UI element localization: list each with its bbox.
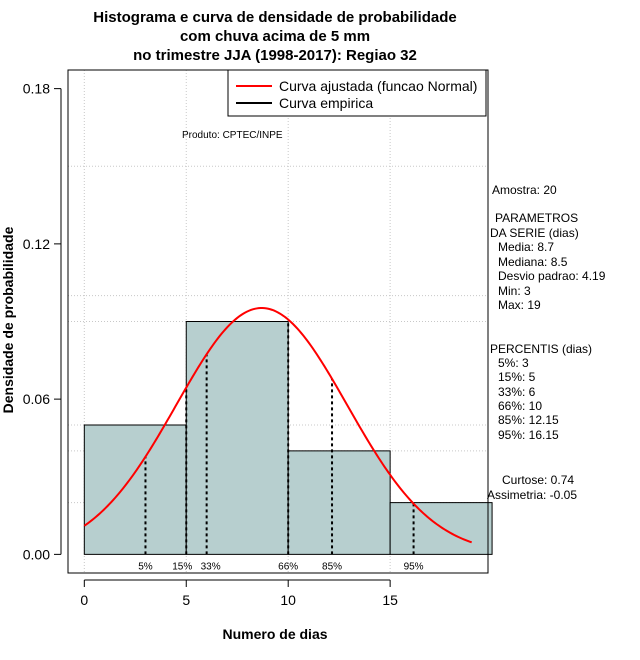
x-tick-label-0: 0 bbox=[80, 592, 88, 608]
percentile-95: 95%: 16.15 bbox=[498, 428, 559, 442]
percentile-lines: 5% 15% 33% 66% 85% 95% bbox=[138, 319, 424, 572]
percentile-label-2: 33% bbox=[201, 561, 221, 572]
param-media: Media: 8.7 bbox=[498, 240, 554, 254]
y-tick-label-1: 0.06 bbox=[23, 391, 50, 407]
param-max: Max: 19 bbox=[498, 298, 541, 312]
parameters-title-2: DA SERIE (dias) bbox=[490, 226, 579, 240]
legend: Curva ajustada (funcao Normal) Curva emp… bbox=[227, 69, 487, 117]
chart-title-line-2: com chuva acima de 5 mm bbox=[180, 28, 370, 45]
skewness: Assimetria: -0.05 bbox=[487, 488, 577, 502]
histogram-bar-2 bbox=[287, 450, 391, 555]
legend-box bbox=[227, 69, 487, 117]
percentile-label-0: 5% bbox=[138, 561, 153, 572]
histogram-bars bbox=[83, 321, 493, 555]
percentile-85: 85%: 12.15 bbox=[498, 413, 559, 427]
normal-curve bbox=[83, 307, 473, 544]
x-tick-label-2: 10 bbox=[280, 592, 296, 608]
percentile-5: 5%: 3 bbox=[498, 356, 529, 370]
legend-label-fitted: Curva ajustada (funcao Normal) bbox=[279, 78, 477, 94]
chart-title-line-1: Histograma e curva de densidade de proba… bbox=[93, 9, 456, 26]
percentile-label-1: 15% bbox=[172, 561, 192, 572]
sample-size: Amostra: 20 bbox=[492, 183, 557, 197]
percentile-label-4: 85% bbox=[322, 561, 342, 572]
x-tick-label-1: 5 bbox=[182, 592, 190, 608]
kurtosis: Curtose: 0.74 bbox=[502, 473, 574, 487]
chart-title-line-3: no trimestre JJA (1998-2017): Regiao 32 bbox=[133, 47, 417, 64]
percentile-label-5: 95% bbox=[404, 561, 424, 572]
percentile-15: 15%: 5 bbox=[498, 370, 536, 384]
histogram-bar-0 bbox=[83, 424, 187, 555]
x-axis-label: Numero de dias bbox=[222, 626, 327, 642]
normal-curve-layer bbox=[83, 307, 473, 544]
axes-layer: 0 5 10 15 0.00 0.06 0.12 0.18 bbox=[23, 81, 398, 608]
legend-label-empirical: Curva empirica bbox=[279, 95, 373, 111]
y-tick-label-0: 0.00 bbox=[23, 546, 50, 562]
histogram-bar-3 bbox=[389, 502, 493, 555]
product-label: Produto: CPTEC/INPE bbox=[182, 130, 283, 141]
param-mediana: Mediana: 8.5 bbox=[498, 255, 568, 269]
percentile-33: 33%: 6 bbox=[498, 385, 536, 399]
percentile-66: 66%: 10 bbox=[498, 399, 542, 413]
y-tick-label-3: 0.18 bbox=[23, 81, 50, 97]
x-tick-label-3: 15 bbox=[382, 592, 398, 608]
parameters-title-1: PARAMETROS bbox=[495, 211, 578, 225]
percentiles-title: PERCENTIS (dias) bbox=[490, 342, 592, 356]
histogram-bar-1 bbox=[185, 321, 289, 555]
percentile-label-3: 66% bbox=[278, 561, 298, 572]
param-min: Min: 3 bbox=[498, 284, 531, 298]
statistics-panel: Amostra: 20 PARAMETROS DA SERIE (dias) M… bbox=[487, 183, 606, 502]
y-tick-label-2: 0.12 bbox=[23, 236, 50, 252]
y-axis-label: Densidade de probabilidade bbox=[0, 226, 16, 413]
param-desvio: Desvio padrao: 4.19 bbox=[498, 269, 606, 283]
